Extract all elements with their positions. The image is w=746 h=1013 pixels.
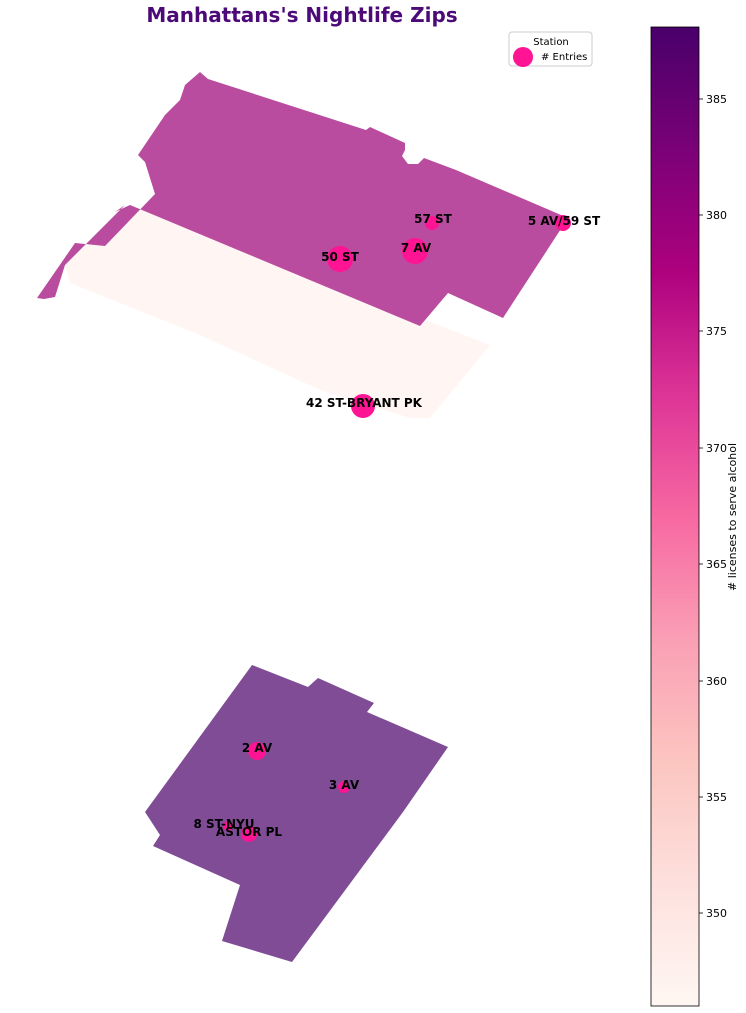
colorbar-tick-label: 380 — [706, 209, 727, 222]
colorbar-gradient — [650, 26, 700, 1007]
colorbar-tick-label: 360 — [706, 675, 727, 688]
colorbar-tick-label: 365 — [706, 558, 727, 571]
station-marker[interactable] — [223, 821, 233, 831]
zip-middle[interactable] — [65, 205, 490, 418]
zip-upper[interactable] — [37, 72, 568, 326]
colorbar-tick-label: 385 — [706, 93, 727, 106]
station-label: 5 AV/59 ST — [528, 214, 601, 228]
legend: Station # Entries — [508, 31, 593, 67]
legend-title: Station — [533, 37, 569, 48]
station-label: 57 ST — [414, 212, 453, 226]
colorbar-tick-label: 350 — [706, 907, 727, 920]
station-label: 8 ST-NYU — [193, 817, 254, 831]
station-marker[interactable] — [402, 238, 428, 264]
colorbar-tick-label: 370 — [706, 442, 727, 455]
colorbar-tick-label: 355 — [706, 791, 727, 804]
station-marker[interactable] — [555, 215, 571, 231]
map-title: Manhattans's Nightlife Zips — [146, 3, 457, 27]
station-label: ASTOR PL — [216, 825, 283, 839]
station-marker[interactable] — [351, 394, 375, 418]
station-label: 50 ST — [321, 250, 360, 264]
station-labels: 57 ST 5 AV/59 ST 7 AV 50 ST 42 ST-BRYANT… — [193, 212, 601, 839]
station-marker[interactable] — [241, 826, 257, 842]
station-label: 3 AV — [329, 778, 360, 792]
legend-entry-label: # Entries — [541, 52, 587, 63]
station-marker[interactable] — [425, 216, 439, 230]
colorbar-label: # licenses to serve alcohol — [726, 443, 739, 591]
station-label: 42 ST-BRYANT PK — [306, 396, 423, 410]
legend-marker — [513, 47, 533, 67]
station-label: 2 AV — [242, 741, 273, 755]
colorbar-ticks — [699, 98, 703, 914]
station-marker[interactable] — [248, 742, 266, 760]
colorbar-tick-label: 375 — [706, 325, 727, 338]
zip-lower[interactable] — [145, 665, 448, 962]
station-label: 7 AV — [401, 241, 432, 255]
station-marker[interactable] — [327, 246, 353, 272]
station-marker[interactable] — [338, 781, 350, 793]
station-markers — [223, 215, 571, 842]
colorbar: 350 355 360 365 370 375 380 385 # licens… — [650, 26, 739, 1007]
